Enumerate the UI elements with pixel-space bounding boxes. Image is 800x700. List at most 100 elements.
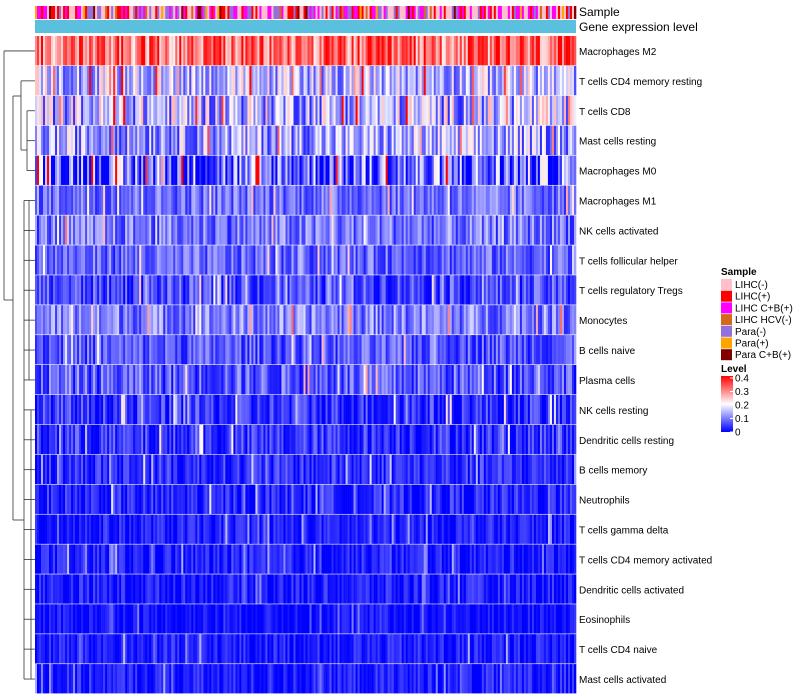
heatmap-cell bbox=[345, 394, 348, 425]
heatmap-cell bbox=[219, 95, 222, 126]
heatmap-cell bbox=[53, 305, 56, 335]
heatmap-cell bbox=[321, 305, 324, 335]
sample-track-cell bbox=[271, 6, 274, 19]
heatmap-cell bbox=[491, 394, 495, 425]
heatmap-cell bbox=[317, 335, 320, 365]
heatmap-cell bbox=[43, 484, 46, 514]
heatmap-cell bbox=[421, 394, 425, 425]
heatmap-cell bbox=[57, 275, 60, 305]
heatmap-cell bbox=[433, 365, 437, 395]
heatmap-cell bbox=[133, 514, 136, 544]
heatmap-cell bbox=[511, 514, 515, 544]
heatmap-cell bbox=[85, 454, 88, 485]
heatmap-cell bbox=[445, 185, 449, 215]
heatmap-cell bbox=[149, 305, 152, 335]
heatmap-cell bbox=[203, 484, 206, 514]
heatmap-cell bbox=[569, 95, 573, 126]
heatmap-cell bbox=[37, 275, 40, 305]
heatmap-cell bbox=[59, 65, 62, 96]
heatmap-cell bbox=[239, 245, 242, 275]
sample-track-cell bbox=[83, 6, 86, 19]
heatmap-cell bbox=[193, 335, 196, 365]
heatmap-cell bbox=[565, 454, 569, 485]
heatmap-cell bbox=[453, 424, 457, 455]
heatmap-cell bbox=[325, 36, 328, 66]
heatmap-cell bbox=[345, 65, 348, 96]
heatmap-cell bbox=[439, 36, 443, 66]
heatmap-cell bbox=[113, 125, 116, 156]
heatmap-cell bbox=[435, 245, 439, 275]
heatmap-cell bbox=[309, 454, 312, 485]
heatmap-cell bbox=[413, 424, 416, 455]
heatmap-cell bbox=[225, 335, 228, 365]
heatmap-cell bbox=[211, 36, 214, 66]
heatmap-cell bbox=[65, 484, 68, 514]
heatmap-cell bbox=[177, 245, 180, 275]
heatmap-cell bbox=[273, 185, 276, 215]
heatmap-cell bbox=[177, 36, 180, 66]
heatmap-cell bbox=[185, 394, 188, 425]
heatmap-cell bbox=[189, 95, 192, 126]
heatmap-cell bbox=[555, 484, 559, 514]
heatmap-cell bbox=[113, 424, 116, 455]
heatmap-cell bbox=[525, 305, 529, 335]
heatmap-cell bbox=[489, 185, 493, 215]
heatmap-cell bbox=[137, 185, 140, 215]
heatmap-cell bbox=[541, 365, 545, 395]
heatmap-cell bbox=[385, 95, 388, 126]
heatmap-cell bbox=[279, 365, 282, 395]
heatmap-cell bbox=[217, 65, 220, 96]
heatmap-cell bbox=[561, 365, 565, 395]
heatmap-cell bbox=[361, 335, 364, 365]
heatmap-cell bbox=[427, 424, 431, 455]
heatmap-cell bbox=[257, 394, 260, 425]
heatmap-cell bbox=[111, 95, 114, 126]
sample-track-cell bbox=[307, 6, 310, 19]
heatmap-cell bbox=[257, 305, 260, 335]
heatmap-cell bbox=[211, 365, 214, 395]
heatmap-cell bbox=[173, 514, 176, 544]
heatmap-cell bbox=[117, 185, 120, 215]
heatmap-cell bbox=[119, 454, 122, 485]
heatmap-cell bbox=[433, 36, 437, 66]
heatmap-cell bbox=[217, 125, 220, 156]
heatmap-cell bbox=[467, 275, 471, 305]
heatmap-cell bbox=[369, 275, 372, 305]
heatmap-cell bbox=[263, 245, 266, 275]
heatmap-cell bbox=[523, 514, 527, 544]
heatmap-cell bbox=[137, 125, 140, 156]
sample-track-cell bbox=[195, 6, 198, 19]
heatmap-cell bbox=[299, 514, 302, 544]
heatmap-cell bbox=[197, 155, 200, 185]
heatmap-cell bbox=[557, 365, 561, 395]
heatmap-cell bbox=[417, 185, 421, 215]
sample-track-cell bbox=[175, 6, 178, 19]
heatmap-cell bbox=[357, 65, 360, 96]
heatmap-cell bbox=[147, 365, 150, 395]
heatmap-cell bbox=[555, 155, 559, 185]
heatmap-cell bbox=[525, 215, 529, 245]
heatmap-cell bbox=[159, 95, 162, 126]
heatmap-cell bbox=[89, 275, 92, 305]
heatmap-cell bbox=[343, 65, 346, 96]
heatmap-cell bbox=[567, 365, 571, 395]
heatmap-cell bbox=[177, 484, 180, 514]
heatmap-cell bbox=[219, 394, 222, 425]
heatmap-cell bbox=[129, 125, 132, 156]
heatmap-cell bbox=[231, 514, 234, 544]
heatmap-cell bbox=[141, 65, 144, 96]
heatmap-cell bbox=[93, 125, 96, 156]
heatmap-cell bbox=[517, 454, 521, 485]
heatmap-cell bbox=[43, 424, 46, 455]
heatmap-cell bbox=[459, 335, 463, 365]
heatmap-cell bbox=[317, 215, 320, 245]
heatmap-cell bbox=[393, 36, 396, 66]
heatmap-cell bbox=[231, 185, 234, 215]
heatmap-cell bbox=[497, 125, 501, 156]
heatmap-cell bbox=[93, 65, 96, 96]
heatmap-cell bbox=[197, 514, 200, 544]
heatmap-cell bbox=[574, 484, 577, 514]
heatmap-cell bbox=[257, 95, 260, 126]
heatmap-cell bbox=[417, 155, 421, 185]
sample-track-cell bbox=[155, 6, 158, 19]
